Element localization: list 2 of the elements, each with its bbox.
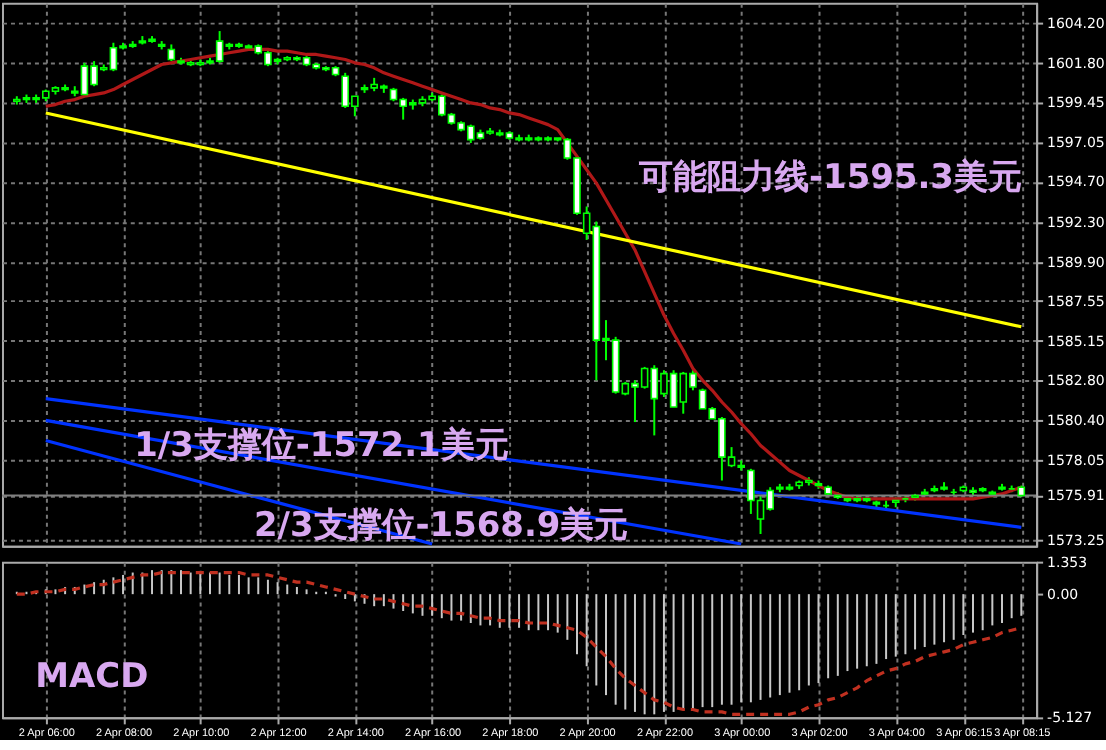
- annotation: 可能阻力线-1595.3美元: [637, 156, 1022, 197]
- annotation: MACD: [35, 655, 149, 696]
